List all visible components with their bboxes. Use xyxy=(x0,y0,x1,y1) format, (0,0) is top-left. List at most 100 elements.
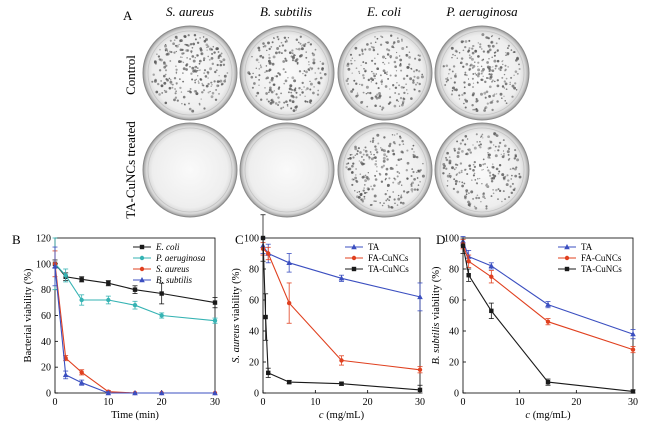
colony xyxy=(294,87,297,90)
colony xyxy=(270,98,274,102)
colony xyxy=(259,55,262,58)
colony xyxy=(202,36,205,38)
panel-c: C 0 20 40 60 80 100 0 10 20 30 c (mg/mL) S. aureus … xyxy=(231,214,425,421)
colony xyxy=(382,156,386,160)
colony xyxy=(356,92,359,94)
colony xyxy=(504,82,508,86)
colony xyxy=(349,53,353,56)
colony xyxy=(374,104,377,107)
colony xyxy=(372,72,375,75)
colony xyxy=(265,92,268,95)
colony xyxy=(369,151,372,153)
colony xyxy=(509,83,511,86)
y-tick-label: 80 xyxy=(41,285,51,296)
colony xyxy=(488,85,492,89)
colony xyxy=(395,51,398,54)
colony xyxy=(458,52,461,54)
colony xyxy=(463,102,465,105)
colony xyxy=(176,83,178,85)
colony xyxy=(267,100,270,103)
colony xyxy=(480,69,484,73)
colony xyxy=(401,184,403,186)
colony xyxy=(453,89,456,91)
marker-circle xyxy=(545,319,551,324)
marker-circle xyxy=(132,302,138,308)
colony xyxy=(299,54,302,58)
colony xyxy=(206,46,208,49)
colony xyxy=(454,74,457,78)
colony xyxy=(363,191,367,195)
colony xyxy=(453,149,456,152)
colony xyxy=(491,44,495,48)
colony xyxy=(394,65,397,68)
colony xyxy=(365,153,369,157)
petri-dish-inner-rim xyxy=(244,127,330,213)
colony xyxy=(187,90,189,93)
colony xyxy=(514,174,518,178)
colony xyxy=(469,64,472,67)
colony xyxy=(486,77,488,79)
colony xyxy=(159,58,163,62)
colony xyxy=(359,83,361,86)
colony xyxy=(464,73,467,76)
colony xyxy=(351,178,354,181)
colony xyxy=(456,164,459,166)
colony xyxy=(463,81,466,84)
colony xyxy=(488,67,491,70)
colony xyxy=(277,96,280,99)
colony xyxy=(191,78,193,81)
colony xyxy=(203,72,206,75)
colony xyxy=(367,172,369,174)
colony xyxy=(258,84,260,86)
colony xyxy=(459,62,462,64)
petri-dish-0-2 xyxy=(337,25,433,121)
marker-square xyxy=(266,370,271,376)
colony xyxy=(476,182,478,185)
colony xyxy=(352,156,355,159)
colony xyxy=(226,72,229,74)
colony xyxy=(501,200,503,203)
colony xyxy=(164,44,167,48)
colony xyxy=(351,88,355,91)
colony xyxy=(365,85,369,89)
colony xyxy=(278,101,281,104)
colony xyxy=(204,75,208,78)
colony xyxy=(448,161,452,165)
marker-circle xyxy=(159,313,164,318)
colony xyxy=(485,90,489,94)
series-s-aureus xyxy=(52,250,218,396)
colony xyxy=(350,90,353,93)
colony xyxy=(394,86,398,90)
colony xyxy=(213,51,216,54)
colony xyxy=(413,188,417,191)
colony xyxy=(355,95,358,98)
colony xyxy=(294,59,298,63)
colony xyxy=(358,53,361,57)
colony xyxy=(372,46,375,49)
colony xyxy=(203,39,207,43)
colony xyxy=(515,89,518,91)
colony xyxy=(275,75,279,78)
colony xyxy=(364,69,367,73)
colony xyxy=(479,43,482,46)
colony xyxy=(378,94,382,98)
legend-label: FA-CuNCs xyxy=(581,253,622,263)
colony xyxy=(370,59,374,62)
colony xyxy=(410,67,413,70)
colony xyxy=(251,56,253,58)
colony xyxy=(386,73,388,76)
colony xyxy=(468,47,471,50)
legend-label: TA xyxy=(581,242,593,252)
colony xyxy=(308,41,310,44)
colony xyxy=(398,143,401,146)
colony xyxy=(374,77,376,80)
colony xyxy=(418,58,421,62)
colony xyxy=(490,179,494,183)
colony xyxy=(413,75,416,78)
colony xyxy=(497,198,499,200)
colony xyxy=(451,89,454,92)
colony xyxy=(503,87,506,89)
marker-triangle xyxy=(52,263,58,269)
